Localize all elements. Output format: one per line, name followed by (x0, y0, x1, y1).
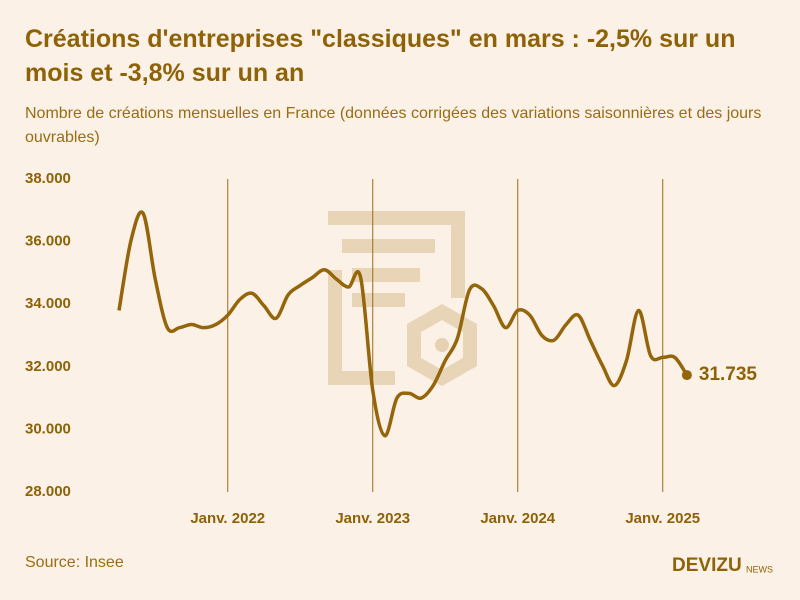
end-point (681, 370, 692, 381)
watermark (328, 211, 477, 387)
y-tick-label: 28.000 (25, 483, 71, 500)
y-tick-label: 32.000 (25, 358, 71, 375)
source: Source: Insee (25, 554, 124, 571)
y-tick-label: 38.000 (25, 170, 71, 187)
x-tick-label: Janv. 2024 (480, 510, 555, 527)
chart-title: Créations d'entreprises "classiques" en … (25, 25, 736, 87)
y-tick-label: 30.000 (25, 420, 71, 437)
x-tick-label: Janv. 2023 (335, 510, 410, 527)
x-tick-label: Janv. 2025 (625, 510, 700, 527)
line (117, 210, 689, 438)
x-tick-label: Janv. 2022 (190, 510, 265, 527)
chart-subtitle: Nombre de créations mensuelles en France… (25, 105, 762, 146)
value-label: 31.735 (699, 364, 758, 385)
logo: DEVIZU (672, 555, 742, 576)
watermark-dot (435, 338, 449, 352)
y-tick-label: 34.000 (25, 295, 71, 312)
y-tick-label: 36.000 (25, 233, 71, 250)
logo-suffix: NEWS (746, 564, 773, 574)
